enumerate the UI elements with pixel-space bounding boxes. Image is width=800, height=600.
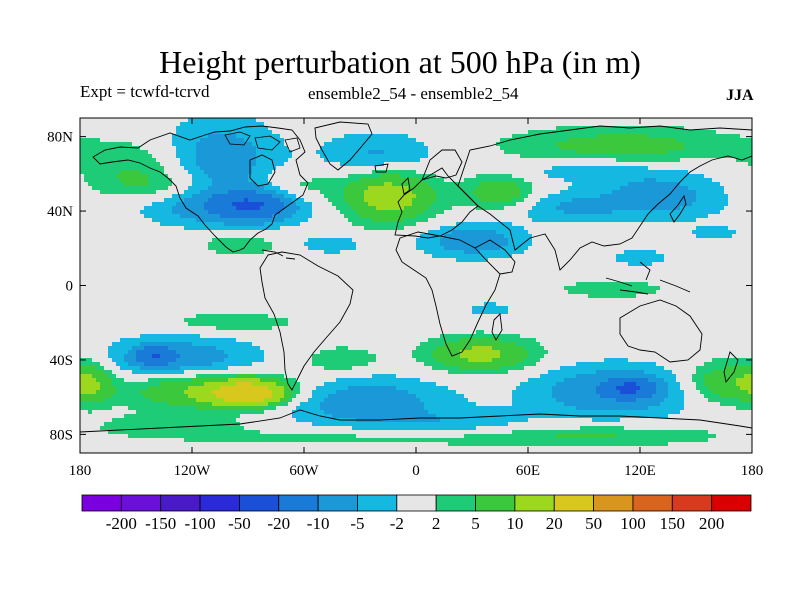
season-label: JJA <box>726 87 754 104</box>
colorbar-swatch <box>553 494 594 512</box>
experiment-label: Expt = tcwfd-tcrvd <box>80 82 210 101</box>
map-field <box>80 118 752 453</box>
colorbar-label: -5 <box>350 514 364 533</box>
colorbar-swatch <box>81 494 122 512</box>
colorbar-label: 20 <box>546 514 563 533</box>
colorbar: -200 -150 -100 -50 -20 -10 -5 -2 2 5 10 20 50 100 150 2… <box>81 494 752 533</box>
x-tick-label: 60W <box>289 463 319 479</box>
colorbar-swatch <box>475 494 516 512</box>
colorbar-swatch <box>357 494 398 512</box>
colorbar-swatch <box>396 494 437 512</box>
colorbar-swatch <box>199 494 240 512</box>
colorbar-swatch <box>514 494 555 512</box>
y-tick-label: 40S <box>50 353 73 369</box>
y-tick-label: 40N <box>47 204 73 220</box>
y-tick-label: 80N <box>47 130 73 146</box>
map-axes: 180 120W 60W 0 60E 120E 180 80N 40N 0 40S 80S <box>47 118 763 479</box>
x-tick-label: 0 <box>412 463 420 479</box>
colorbar-swatch <box>160 494 201 512</box>
colorbar-label: -150 <box>145 514 176 533</box>
colorbar-label: 200 <box>699 514 725 533</box>
coastlines <box>80 121 752 433</box>
colorbar-label: -50 <box>228 514 251 533</box>
x-tick-label: 180 <box>69 463 92 479</box>
colorbar-label: 5 <box>471 514 480 533</box>
x-tick-label: 120E <box>624 463 656 479</box>
colorbar-label: 2 <box>432 514 441 533</box>
colorbar-label: 10 <box>506 514 523 533</box>
ensemble-label: ensemble2_54 - ensemble2_54 <box>308 84 519 103</box>
colorbar-swatch <box>671 494 713 512</box>
colorbar-swatch <box>278 494 319 512</box>
colorbar-swatch <box>593 494 634 512</box>
colorbar-label: -200 <box>106 514 137 533</box>
x-tick-label: 60E <box>516 463 540 479</box>
colorbar-label: 100 <box>620 514 646 533</box>
x-tick-label: 120W <box>174 463 212 479</box>
colorbar-swatch <box>435 494 476 512</box>
chart-title: Height perturbation at 500 hPa (in m) <box>159 44 641 80</box>
colorbar-swatch <box>711 494 752 512</box>
colorbar-swatch <box>120 494 162 512</box>
colorbar-label: 50 <box>585 514 602 533</box>
colorbar-swatch <box>239 494 280 512</box>
y-tick-label: 80S <box>50 427 73 443</box>
x-tick-label: 180 <box>741 463 764 479</box>
colorbar-swatch <box>317 494 358 512</box>
y-tick-label: 0 <box>66 279 74 295</box>
colorbar-label: -2 <box>390 514 404 533</box>
colorbar-label: -20 <box>267 514 290 533</box>
colorbar-label: -100 <box>184 514 215 533</box>
colorbar-swatch <box>632 494 673 512</box>
colorbar-label: 150 <box>660 514 686 533</box>
colorbar-label: -10 <box>307 514 330 533</box>
